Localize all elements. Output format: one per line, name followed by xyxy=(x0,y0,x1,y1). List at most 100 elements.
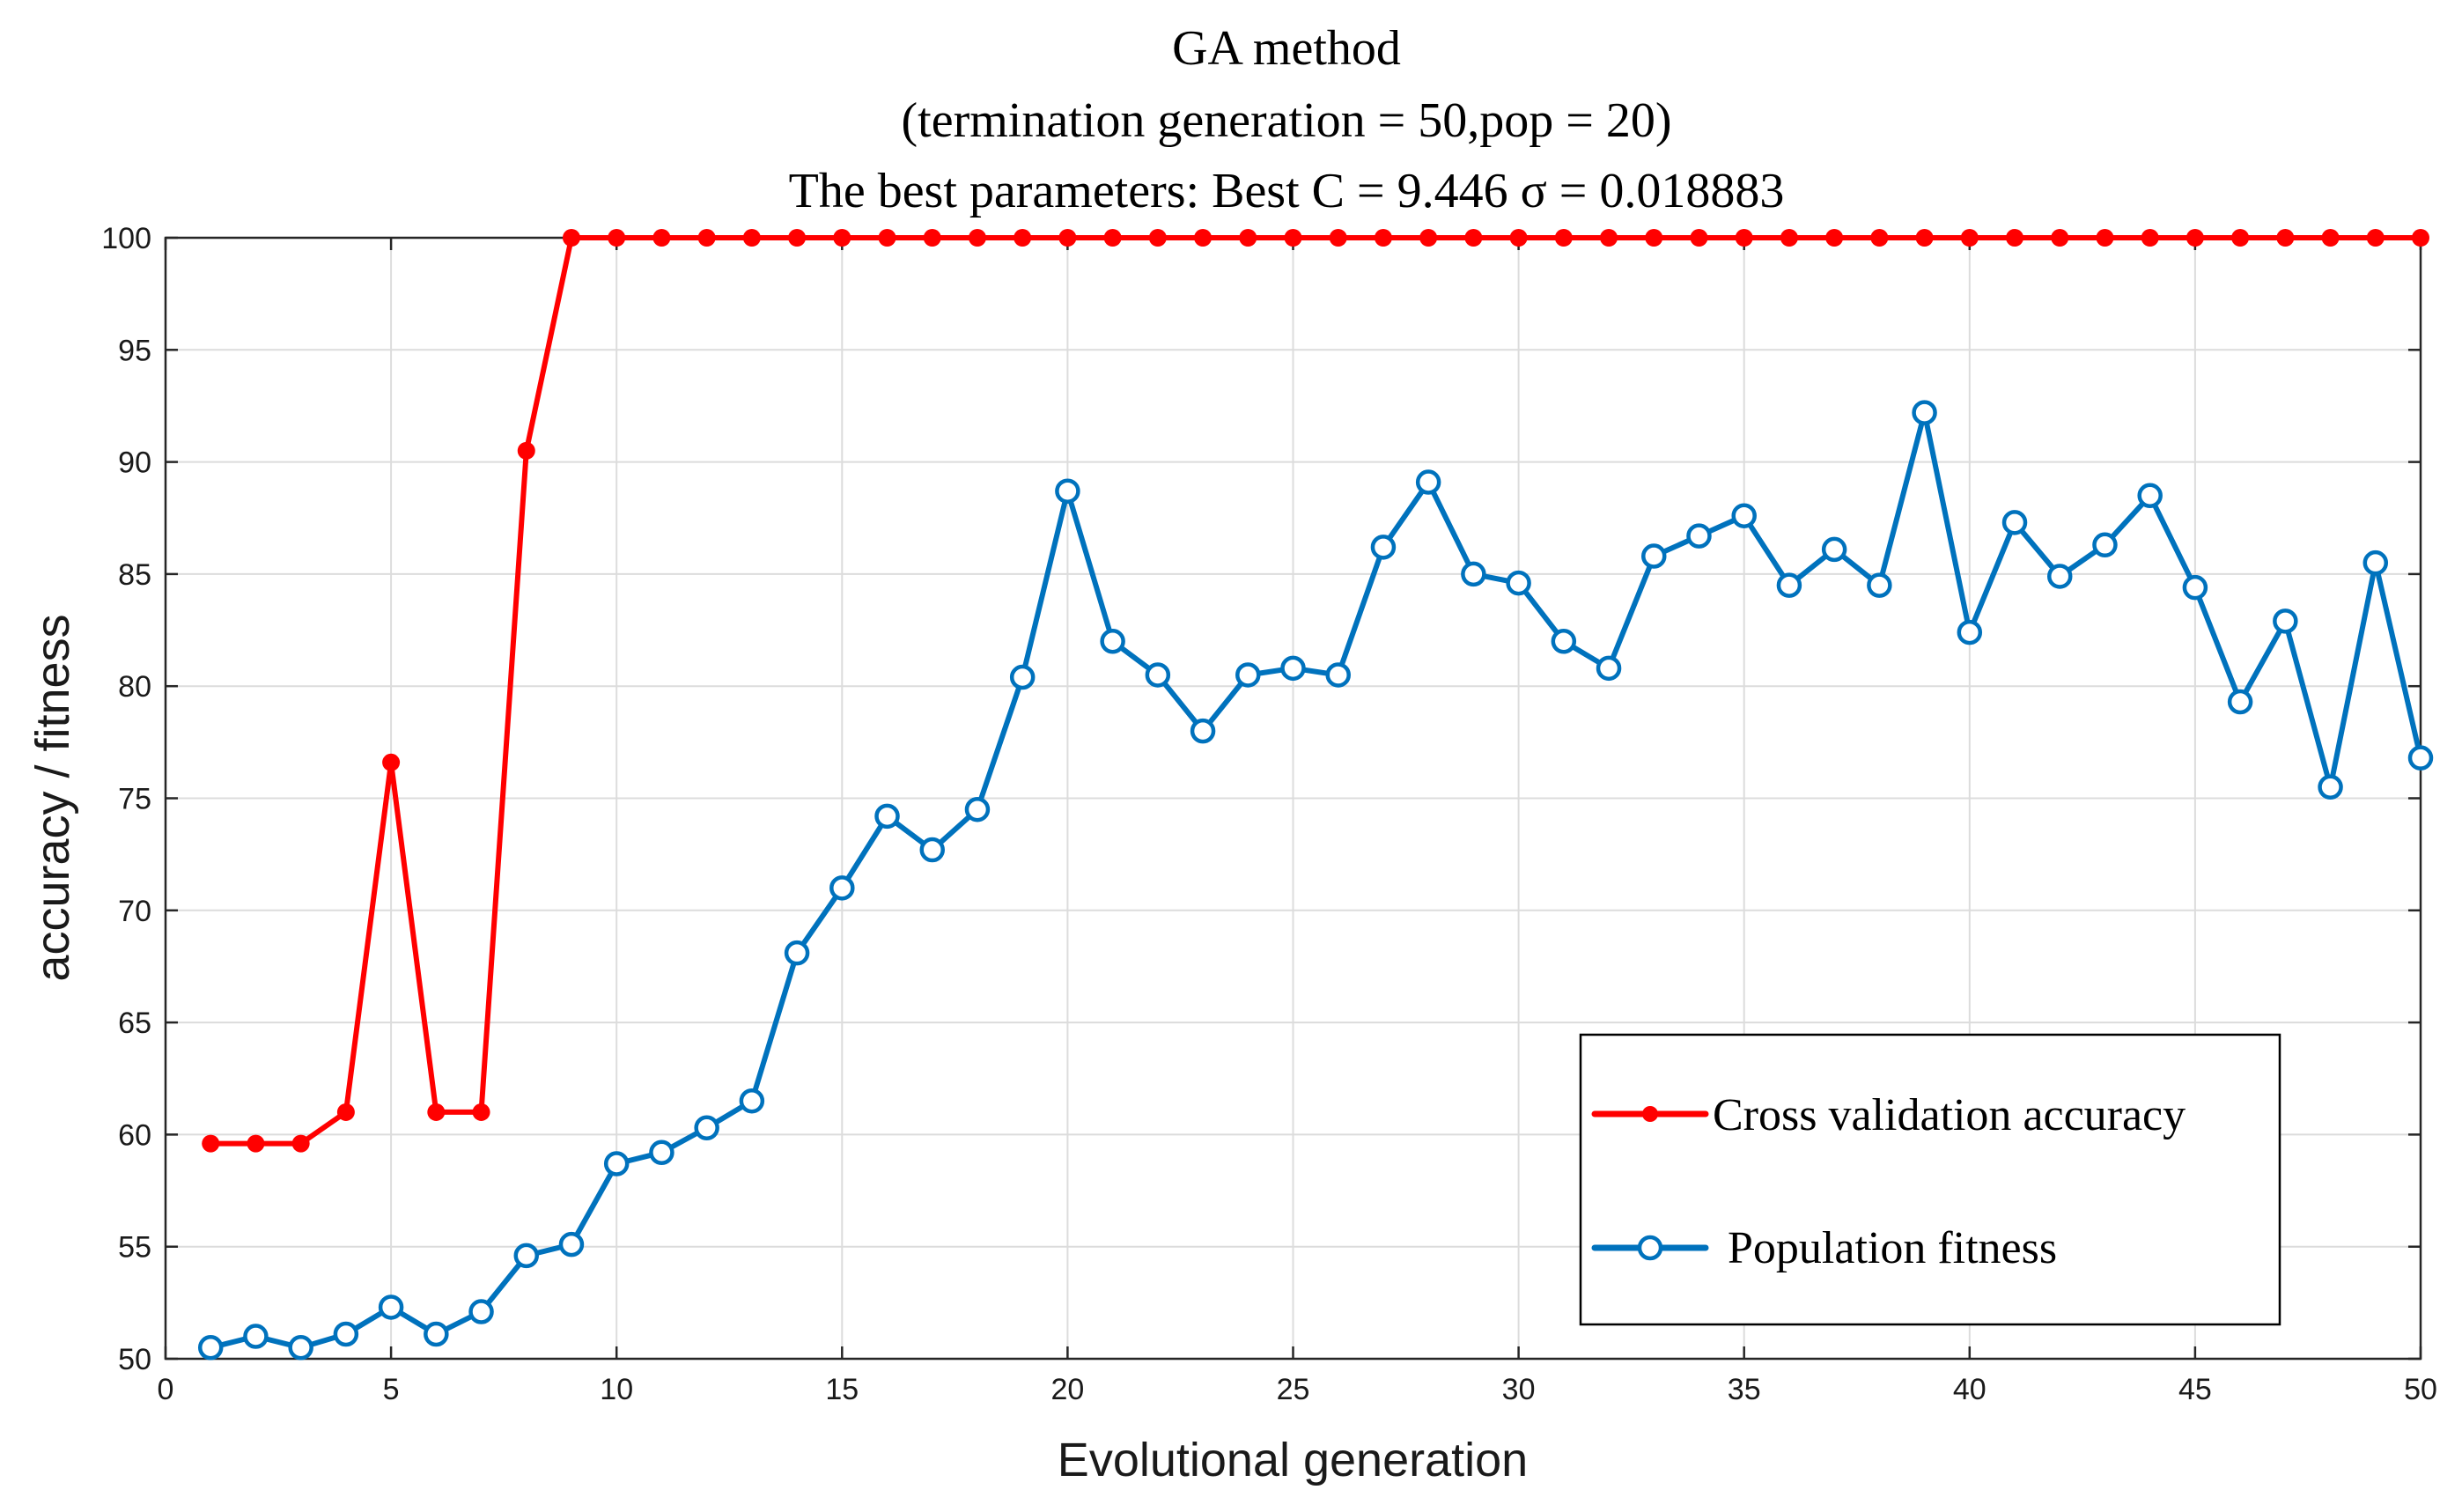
data-point-population-fitness xyxy=(2001,510,2028,535)
data-point-cross-validation-accuracy xyxy=(202,1134,220,1153)
data-point-cross-validation-accuracy xyxy=(742,229,761,247)
data-point-population-fitness xyxy=(513,1243,540,1269)
data-point-cross-validation-accuracy xyxy=(1464,229,1483,247)
data-point-population-fitness xyxy=(1415,469,1441,495)
x-tick-label: 30 xyxy=(1502,1373,1536,1406)
y-tick-label: 85 xyxy=(118,558,151,592)
x-tick-label: 45 xyxy=(2178,1373,2212,1406)
data-point-cross-validation-accuracy xyxy=(382,753,401,771)
legend-entry-cross-validation: Cross validation accuracy xyxy=(1591,1090,2186,1140)
data-point-population-fitness xyxy=(919,837,945,863)
x-axis-title: Evolutional generation xyxy=(1058,1434,1528,1486)
data-point-population-fitness xyxy=(2046,564,2073,589)
data-point-population-fitness xyxy=(1235,662,1261,688)
legend-box xyxy=(1579,1033,2281,1326)
legend: Cross validation accuracy Population fit… xyxy=(1579,1033,2281,1326)
data-point-cross-validation-accuracy xyxy=(1419,229,1438,247)
x-tick-label: 10 xyxy=(600,1373,633,1406)
data-point-cross-validation-accuracy xyxy=(923,229,941,247)
data-point-population-fitness xyxy=(739,1088,765,1114)
data-point-cross-validation-accuracy xyxy=(2321,229,2340,247)
data-point-population-fitness xyxy=(197,1335,224,1361)
data-point-cross-validation-accuracy xyxy=(472,1103,490,1121)
x-tick-label: 0 xyxy=(158,1373,174,1406)
data-point-population-fitness xyxy=(1009,664,1036,690)
data-point-cross-validation-accuracy xyxy=(1554,229,1573,247)
legend-label-cross-validation: Cross validation accuracy xyxy=(1713,1090,2186,1140)
data-point-population-fitness xyxy=(1100,629,1125,654)
data-point-cross-validation-accuracy xyxy=(1014,229,1032,247)
data-point-population-fitness xyxy=(1551,629,1577,654)
x-tick-label: 25 xyxy=(1277,1373,1310,1406)
data-point-cross-validation-accuracy xyxy=(2006,229,2024,247)
legend-entry-population-fitness: Population fitness xyxy=(1591,1223,2057,1273)
data-point-cross-validation-accuracy xyxy=(1284,229,1302,247)
data-point-population-fitness xyxy=(2092,532,2118,558)
data-point-population-fitness xyxy=(649,1140,674,1166)
data-point-population-fitness xyxy=(2273,608,2298,634)
data-point-population-fitness xyxy=(424,1321,449,1347)
data-point-population-fitness xyxy=(2362,549,2389,576)
y-tick-label: 100 xyxy=(101,222,151,255)
data-point-population-fitness xyxy=(468,1299,494,1324)
data-point-cross-validation-accuracy xyxy=(2366,229,2385,247)
data-point-population-fitness xyxy=(2182,574,2208,601)
data-point-cross-validation-accuracy xyxy=(1825,229,1844,247)
chart-title: GA method (termination generation = 50,p… xyxy=(789,21,1785,218)
data-point-population-fitness xyxy=(1821,536,1847,563)
data-point-cross-validation-accuracy xyxy=(2141,229,2159,247)
data-point-population-fitness xyxy=(378,1294,404,1320)
data-point-cross-validation-accuracy xyxy=(291,1134,310,1153)
data-point-cross-validation-accuracy xyxy=(1870,229,1889,247)
y-tick-label: 95 xyxy=(118,334,151,367)
data-point-cross-validation-accuracy xyxy=(2096,229,2114,247)
x-axis-ticks: 0 5 10 15 20 25 30 35 40 45 50 xyxy=(158,238,2437,1406)
data-point-cross-validation-accuracy xyxy=(697,229,716,247)
data-point-population-fitness xyxy=(1641,543,1667,569)
data-point-cross-validation-accuracy xyxy=(788,229,807,247)
data-point-population-fitness xyxy=(288,1335,313,1361)
data-point-cross-validation-accuracy xyxy=(2231,229,2250,247)
data-point-cross-validation-accuracy xyxy=(1735,229,1753,247)
x-tick-label: 15 xyxy=(825,1373,859,1406)
data-point-cross-validation-accuracy xyxy=(1780,229,1798,247)
data-point-population-fitness xyxy=(558,1231,585,1258)
data-point-population-fitness xyxy=(333,1321,359,1347)
data-point-cross-validation-accuracy xyxy=(2276,229,2295,247)
y-tick-label: 75 xyxy=(118,783,151,816)
x-tick-label: 20 xyxy=(1050,1373,1084,1406)
data-point-cross-validation-accuracy xyxy=(1329,229,1347,247)
legend-swatch-marker-cross-validation xyxy=(1642,1106,1658,1122)
data-point-cross-validation-accuracy xyxy=(1600,229,1618,247)
series-line-cross-validation-accuracy xyxy=(208,235,2423,1147)
data-point-population-fitness xyxy=(1370,535,1397,560)
data-point-cross-validation-accuracy xyxy=(968,229,986,247)
data-point-population-fitness xyxy=(1145,662,1171,688)
data-point-cross-validation-accuracy xyxy=(1058,229,1077,247)
data-point-population-fitness xyxy=(1731,503,1757,528)
data-point-population-fitness xyxy=(1912,400,1937,425)
data-point-cross-validation-accuracy xyxy=(2412,229,2429,247)
data-point-cross-validation-accuracy xyxy=(336,1103,355,1121)
data-point-cross-validation-accuracy xyxy=(1194,229,1213,247)
data-point-cross-validation-accuracy xyxy=(1374,229,1392,247)
data-point-population-fitness xyxy=(603,1151,630,1176)
data-point-population-fitness xyxy=(1686,523,1712,549)
x-tick-label: 40 xyxy=(1953,1373,1987,1406)
data-point-population-fitness xyxy=(1506,570,1531,596)
data-point-cross-validation-accuracy xyxy=(608,229,626,247)
data-point-cross-validation-accuracy xyxy=(833,229,851,247)
chart-title-line-3: The best parameters: Best C = 9.446 σ = … xyxy=(789,164,1785,218)
y-tick-label: 60 xyxy=(118,1118,151,1152)
data-point-population-fitness xyxy=(694,1115,719,1141)
data-point-population-fitness xyxy=(1596,655,1622,682)
data-point-population-fitness xyxy=(1776,572,1802,598)
y-tick-label: 55 xyxy=(118,1231,151,1265)
data-point-population-fitness xyxy=(1461,561,1486,587)
data-point-population-fitness xyxy=(1280,655,1306,682)
y-tick-label: 80 xyxy=(118,670,151,704)
series-cross-validation-accuracy xyxy=(202,229,2429,1153)
data-point-cross-validation-accuracy xyxy=(1960,229,1979,247)
x-tick-label: 35 xyxy=(1728,1373,1761,1406)
